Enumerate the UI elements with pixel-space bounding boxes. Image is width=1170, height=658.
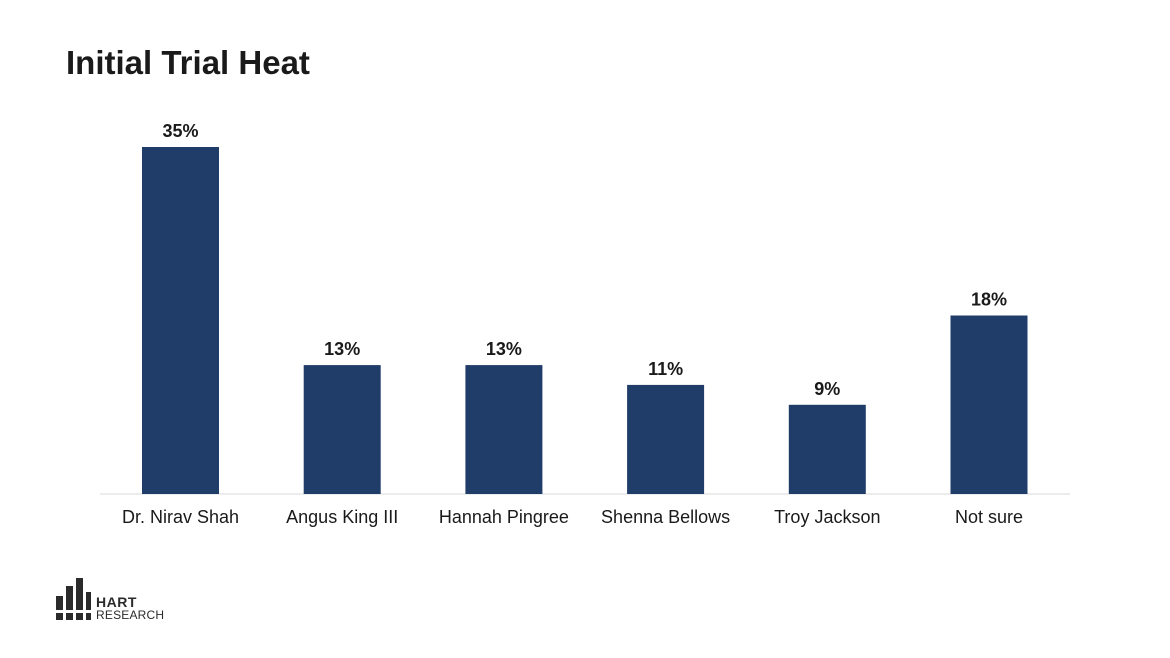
bar-shenna-bellows — [627, 384, 705, 494]
category-label: Troy Jackson — [774, 507, 880, 527]
bar-hannah-pingree — [465, 365, 543, 494]
category-label: Shenna Bellows — [601, 507, 730, 527]
logo-bars-mark — [56, 578, 91, 620]
bar-value-label: 18% — [971, 290, 1007, 310]
bar-value-label: 13% — [486, 339, 522, 359]
category-label: Dr. Nirav Shah — [122, 507, 239, 527]
bar-troy-jackson — [788, 404, 866, 494]
bar-value-label: 13% — [324, 339, 360, 359]
logo-text-research: RESEARCH — [96, 608, 165, 622]
bar-dr-nirav-shah — [142, 147, 219, 494]
category-label: Not sure — [955, 507, 1023, 527]
hart-research-logo: HART RESEARCH — [56, 578, 176, 624]
bar-value-label: 35% — [162, 121, 198, 141]
bar-not-sure — [950, 315, 1028, 494]
slide-title: Initial Trial Heat — [66, 44, 310, 81]
category-label: Hannah Pingree — [439, 507, 569, 527]
bar-value-label: 11% — [648, 359, 683, 379]
logo-text-hart: HART — [96, 594, 137, 610]
bar-value-label: 9% — [814, 379, 840, 399]
category-label: Angus King III — [286, 507, 398, 527]
bar-angus-king-iii — [303, 365, 381, 494]
